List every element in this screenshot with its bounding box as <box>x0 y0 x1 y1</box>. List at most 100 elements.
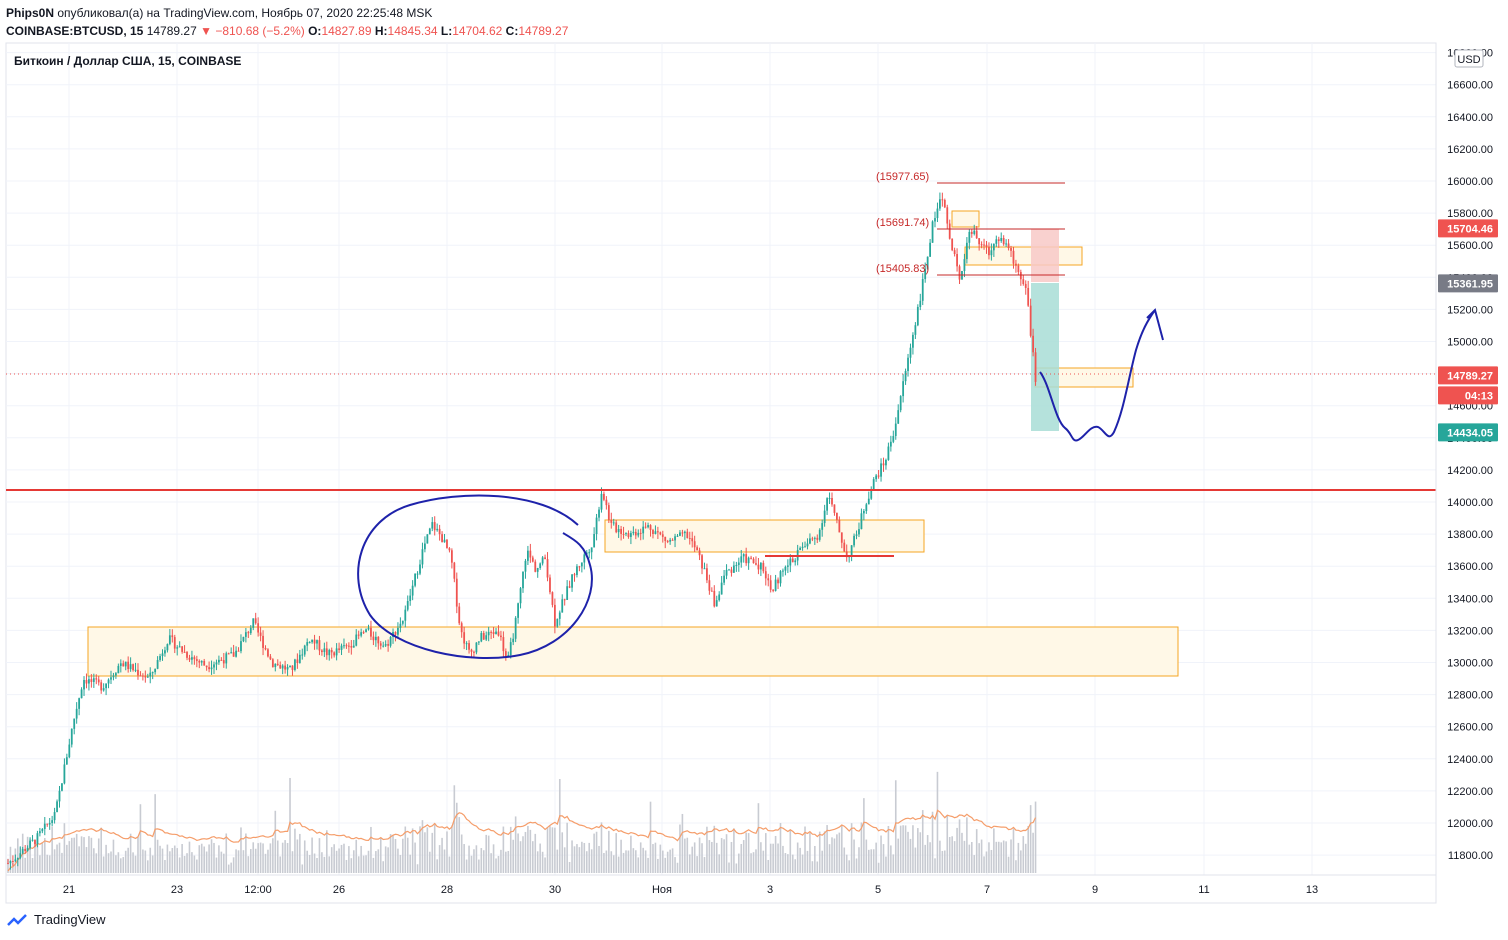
candle-body <box>321 650 323 653</box>
candle-body <box>414 573 416 586</box>
candle-body <box>534 561 537 572</box>
candle-body <box>527 550 529 561</box>
currency-button[interactable] <box>1454 49 1484 68</box>
candle-body <box>696 547 699 551</box>
candle-body <box>404 609 407 621</box>
price-tick-label: 12000.00 <box>1447 818 1493 830</box>
time-tick-label: 23 <box>171 884 183 896</box>
candle-body <box>948 223 951 239</box>
support-zone-lower[interactable] <box>87 626 1179 677</box>
candle-body <box>183 651 186 653</box>
candle-body <box>249 627 252 634</box>
candle-body <box>419 564 421 574</box>
candle-body <box>573 574 576 576</box>
currency-button-label[interactable]: USD <box>1457 54 1480 66</box>
candle-body <box>428 528 431 535</box>
candle-body <box>338 648 340 650</box>
candle-body <box>990 250 993 256</box>
top-zone-small[interactable] <box>951 210 980 228</box>
candle-body <box>122 663 125 667</box>
candle-body <box>595 517 598 535</box>
candle-body <box>264 647 267 650</box>
candle-body <box>541 557 544 564</box>
candle-body <box>693 541 696 548</box>
candle-body <box>875 475 878 480</box>
candle-body <box>240 641 242 652</box>
candle-body <box>370 627 372 637</box>
candle-body <box>512 638 515 643</box>
candle-body <box>416 573 419 575</box>
candle-body <box>325 648 328 656</box>
candle-body <box>374 636 377 641</box>
candle-body <box>816 537 819 540</box>
candle-body <box>902 381 905 397</box>
candle-body <box>195 659 198 661</box>
candle-body <box>806 543 809 547</box>
time-tick-label: 13 <box>1306 884 1318 896</box>
candle-body <box>786 565 789 567</box>
price-axis[interactable]: 11800.00 12000.00 12200.00 12400.00 12600.00… <box>1435 43 1493 903</box>
candle-body <box>151 672 154 674</box>
time-axis[interactable]: 21 23 12:00 26 28 30 Ноя 3 5 7 9 11 13 <box>6 874 1436 896</box>
candle-body <box>186 652 188 658</box>
candle-body <box>620 528 622 534</box>
candle-body <box>438 528 441 535</box>
price-tick-label: 14000.00 <box>1447 497 1493 509</box>
top-zone[interactable] <box>964 246 1083 266</box>
candle-body <box>958 266 961 280</box>
candle-body <box>688 538 691 540</box>
candle-body <box>193 657 196 660</box>
candle-body <box>622 533 625 535</box>
candle-body <box>845 551 848 558</box>
candle-body <box>742 554 745 557</box>
price-tick-label: 15800.00 <box>1447 208 1493 220</box>
chart-grid <box>6 43 1436 875</box>
price-label-text: 14789.27 <box>1447 370 1493 382</box>
candle-body <box>862 510 865 514</box>
candle-body <box>529 550 532 558</box>
candle-body <box>804 546 806 548</box>
author-name[interactable]: Phips0N <box>6 6 55 20</box>
price-tick-label: 16600.00 <box>1447 80 1493 92</box>
candle-body <box>877 475 880 477</box>
candle-body <box>823 510 826 524</box>
candle-body <box>978 238 981 245</box>
symbol-ohlc-bar: COINBASE:BTCUSD, 15 14789.27 ▼ −810.68 (… <box>6 24 568 38</box>
candle-body <box>919 300 922 307</box>
candle-body <box>794 560 797 563</box>
candle-body <box>558 612 561 619</box>
chart-pane[interactable] <box>5 42 1437 904</box>
candle-body <box>939 199 941 209</box>
candle-body <box>671 539 674 541</box>
candle-body <box>146 676 149 678</box>
candle-body <box>406 601 409 610</box>
tradingview-logo[interactable]: TradingView <box>6 912 106 927</box>
candle-body <box>997 239 1000 242</box>
candle-body <box>838 519 841 533</box>
short-position-risk[interactable] <box>1031 229 1059 282</box>
candle-body <box>941 199 944 201</box>
candle-body <box>475 642 478 653</box>
candle-body <box>850 545 853 557</box>
price-tick-label: 15000.00 <box>1447 337 1493 349</box>
candle-body <box>127 661 130 670</box>
circle-drawing[interactable] <box>357 494 593 660</box>
candle-body <box>1015 263 1017 266</box>
volume-ma-line <box>7 809 1037 872</box>
candle-body <box>701 555 703 569</box>
candle-body <box>51 820 54 823</box>
high-value: 14845.34 <box>387 24 438 38</box>
price-tick-label: 16000.00 <box>1447 176 1493 188</box>
candle-body <box>254 618 257 624</box>
forecast-arrow-drawing[interactable] <box>1039 308 1164 442</box>
fib-label-1: (15977.65) <box>876 171 929 183</box>
candle-body <box>181 646 184 652</box>
candle-body <box>752 558 755 564</box>
candle-body <box>88 679 90 684</box>
candle-body <box>107 679 110 684</box>
candle-body <box>482 633 485 640</box>
candle-body <box>485 635 488 640</box>
candle-body <box>83 679 85 690</box>
candle-body <box>649 525 652 530</box>
